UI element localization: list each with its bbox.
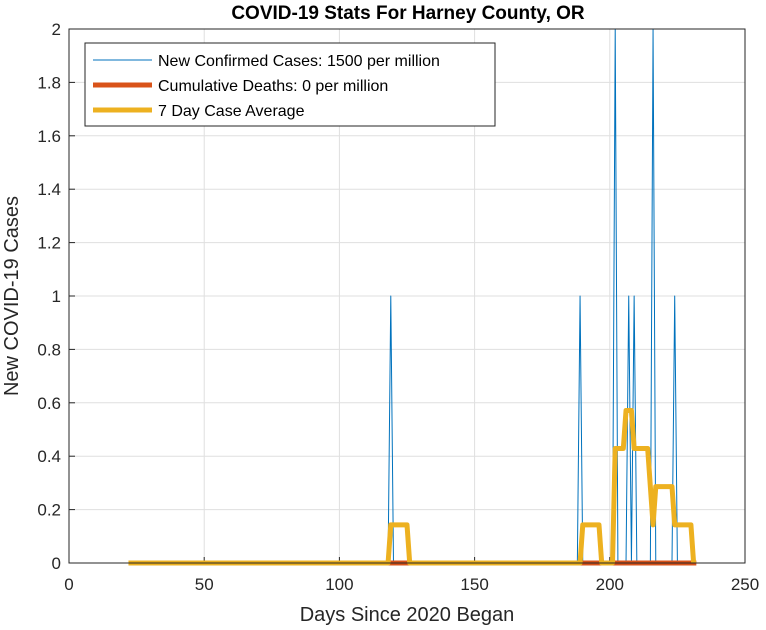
x-tick-label: 50 — [195, 575, 214, 594]
x-tick-label: 200 — [596, 575, 624, 594]
y-tick-label: 1.2 — [37, 234, 61, 253]
y-tick-label: 0 — [52, 554, 61, 573]
y-tick-labels: 0 0.2 0.4 0.6 0.8 1 1.2 1.4 1.6 1.8 2 — [37, 20, 61, 573]
y-tick-label: 0.6 — [37, 394, 61, 413]
chart-title: COVID-19 Stats For Harney County, OR — [231, 3, 585, 24]
y-tick-label: 1 — [52, 287, 61, 306]
x-tick-label: 250 — [731, 575, 759, 594]
legend: New Confirmed Cases: 1500 per million Cum… — [84, 42, 496, 127]
legend-entry-0: New Confirmed Cases: 1500 per million — [158, 53, 440, 70]
y-tick-label: 0.4 — [37, 447, 61, 466]
x-tick-labels: 0 50 100 150 200 250 — [64, 575, 759, 594]
x-axis-label: Days Since 2020 Began — [300, 604, 515, 626]
legend-box — [84, 42, 496, 127]
y-tick-label: 1.8 — [37, 73, 61, 92]
legend-entry-2: 7 Day Case Average — [158, 103, 305, 120]
y-tick-label: 0.2 — [37, 501, 61, 520]
y-tick-label: 2 — [52, 20, 61, 39]
y-tick-label: 1.4 — [37, 180, 61, 199]
legend-entry-1: Cumulative Deaths: 0 per million — [158, 78, 388, 95]
x-tick-label: 0 — [64, 575, 73, 594]
plot-border — [68, 28, 746, 564]
y-axis-label: New COVID-19 Cases — [1, 196, 23, 396]
x-tick-label: 150 — [460, 575, 488, 594]
y-tick-label: 1.6 — [37, 127, 61, 146]
y-tick-label: 0.8 — [37, 340, 61, 359]
x-tick-label: 100 — [325, 575, 353, 594]
